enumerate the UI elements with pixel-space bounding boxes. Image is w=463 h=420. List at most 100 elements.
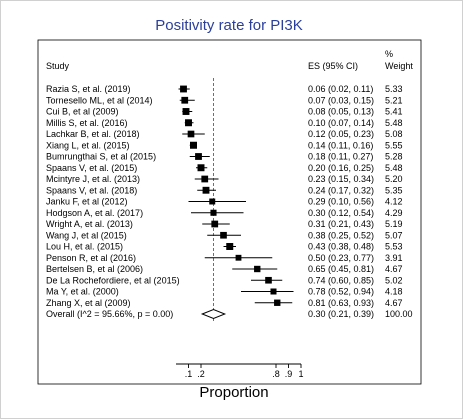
study-es-ci: 0.06 (0.02, 0.11) <box>308 84 373 94</box>
point-estimate-marker <box>182 108 190 115</box>
header-es: ES (95% CI) <box>308 61 358 71</box>
chart-title: Positivity rate for PI3K <box>155 17 303 34</box>
study-weight: 4.67 <box>385 298 403 308</box>
point-estimate-marker <box>265 276 272 284</box>
point-estimate-marker <box>274 299 281 306</box>
study-es-ci: 0.23 (0.15, 0.34) <box>308 174 374 184</box>
study-weight: 5.21 <box>385 95 403 105</box>
study-weight: 5.33 <box>385 84 403 94</box>
study-es-ci: 0.43 (0.38, 0.48) <box>308 242 374 252</box>
overall-weight: 100.00 <box>385 309 413 319</box>
point-estimate-marker <box>209 198 216 205</box>
study-label: Razia S, et al. (2019) <box>46 84 131 94</box>
study-label: Mcintyre J, et al. (2013) <box>46 174 140 184</box>
study-es-ci: 0.10 (0.07, 0.14) <box>308 118 374 128</box>
study-es-ci: 0.50 (0.23, 0.77) <box>308 253 374 263</box>
study-es-ci: 0.38 (0.25, 0.52) <box>308 230 374 240</box>
x-tick-label: 1 <box>298 369 303 379</box>
study-es-ci: 0.65 (0.45, 0.81) <box>308 264 374 274</box>
point-estimate-marker <box>235 254 242 261</box>
study-weight: 5.35 <box>385 185 403 195</box>
study-weight: 5.41 <box>385 107 403 117</box>
study-weight: 5.08 <box>385 129 403 139</box>
study-weight: 5.48 <box>385 163 403 173</box>
x-tick-label: .2 <box>197 369 205 379</box>
overall-label: Overall (I^2 = 95.66%, p = 0.00) <box>46 309 173 319</box>
study-label: Millis S, et al. (2016) <box>46 118 128 128</box>
study-label: Bumrungthai S, et al (2015) <box>46 152 156 162</box>
study-label: Lou H, et al. (2015) <box>46 242 123 252</box>
header-study: Study <box>46 61 70 71</box>
study-weight: 4.18 <box>385 287 403 297</box>
study-es-ci: 0.29 (0.10, 0.56) <box>308 197 374 207</box>
study-label: Xiang L, et al. (2015) <box>46 140 130 150</box>
study-label: Ma Y, et al. (2000) <box>46 287 119 297</box>
study-weight: 4.29 <box>385 208 403 218</box>
point-estimate-marker <box>187 130 195 138</box>
study-es-ci: 0.24 (0.17, 0.32) <box>308 185 374 195</box>
study-es-ci: 0.31 (0.21, 0.43) <box>308 219 374 229</box>
point-estimate-marker <box>254 265 261 273</box>
study-weight: 3.91 <box>385 253 403 263</box>
x-axis-label: Proportion <box>199 384 268 401</box>
study-weight: 5.48 <box>385 118 403 128</box>
x-tick-label: .9 <box>285 369 293 379</box>
point-estimate-marker <box>181 96 189 104</box>
study-weight: 5.02 <box>385 275 403 285</box>
point-estimate-marker <box>220 231 227 239</box>
study-es-ci: 0.14 (0.11, 0.16) <box>308 140 373 150</box>
study-label: Hodgson A, et al. (2017) <box>46 208 143 218</box>
x-axis: .1 .2 .8 .9 1 <box>176 363 304 379</box>
x-tick-label: .1 <box>185 369 193 379</box>
study-weight: 4.67 <box>385 264 403 274</box>
header-weight-symbol: % <box>385 49 393 59</box>
study-weight: 5.53 <box>385 242 403 252</box>
study-weight: 5.19 <box>385 219 403 229</box>
study-es-ci: 0.74 (0.60, 0.85) <box>308 275 374 285</box>
point-estimate-marker <box>197 164 205 172</box>
point-estimate-marker <box>226 243 234 250</box>
study-label: Wang J, et al (2015) <box>46 230 127 240</box>
point-estimate-marker <box>185 119 192 127</box>
plot-panel <box>37 39 422 385</box>
study-es-ci: 0.78 (0.52, 0.94) <box>308 287 374 297</box>
study-label: Cui B, et al (2009) <box>46 107 119 117</box>
study-es-ci: 0.07 (0.03, 0.15) <box>308 95 374 105</box>
point-estimate-marker <box>190 141 197 149</box>
study-label: Zhang X, et al (2009) <box>46 298 131 308</box>
header-weight: Weight <box>385 61 413 71</box>
point-estimate-marker <box>202 186 210 194</box>
study-weight: 4.12 <box>385 197 403 207</box>
point-estimate-marker <box>201 175 209 183</box>
study-label: Lachkar B, et al. (2018) <box>46 129 140 139</box>
x-tick-label: .8 <box>272 369 280 379</box>
study-weight: 5.55 <box>385 140 403 150</box>
point-estimate-marker <box>270 288 277 295</box>
study-label: Penson R, et al (2016) <box>46 253 136 263</box>
study-label: Bertelsen B, et al (2006) <box>46 264 143 274</box>
study-es-ci: 0.18 (0.11, 0.27) <box>308 152 373 162</box>
study-es-ci: 0.08 (0.05, 0.13) <box>308 107 374 117</box>
point-estimate-marker <box>210 209 217 216</box>
overall-diamond <box>200 308 227 320</box>
study-es-ci: 0.20 (0.16, 0.25) <box>308 163 374 173</box>
study-label: De La Rochefordiere, et al (2015) <box>46 275 180 285</box>
point-estimate-marker <box>211 220 219 228</box>
study-label: Janku F, et al (2012) <box>46 197 128 207</box>
point-estimate-marker <box>195 153 202 160</box>
study-es-ci: 0.81 (0.63, 0.93) <box>308 298 374 308</box>
study-es-ci: 0.30 (0.12, 0.54) <box>308 208 374 218</box>
overall-es-ci: 0.30 (0.21, 0.39) <box>308 309 374 319</box>
study-rows: Razia S, et al. (2019) 0.06 (0.02, 0.11) 5… <box>46 78 413 322</box>
study-weight: 5.07 <box>385 230 403 240</box>
study-label: Spaans V, et al. (2015) <box>46 163 137 173</box>
point-estimate-marker <box>180 85 187 93</box>
study-es-ci: 0.12 (0.05, 0.23) <box>308 129 374 139</box>
study-label: Wright A, et al. (2013) <box>46 219 133 229</box>
study-label: Spaans V, et al. (2018) <box>46 185 137 195</box>
study-weight: 5.20 <box>385 174 403 184</box>
study-weight: 5.28 <box>385 152 403 162</box>
study-label: Tornesello ML, et al (2014) <box>46 95 153 105</box>
